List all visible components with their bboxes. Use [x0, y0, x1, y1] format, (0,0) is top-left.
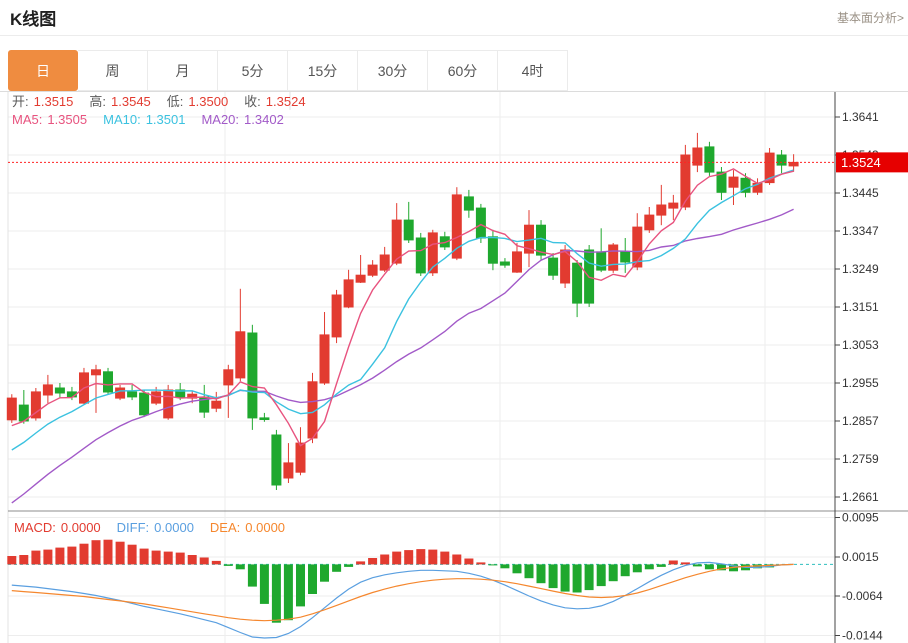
svg-text:1.2857: 1.2857	[842, 414, 879, 428]
period-tab-7[interactable]: 4时	[498, 50, 568, 91]
ma-legend: MA5: 1.3505 MA10: 1.3501 MA20: 1.3402	[12, 112, 284, 127]
macd-group	[7, 539, 794, 639]
svg-text:1.3151: 1.3151	[842, 300, 879, 314]
macd-legend: MACD: 0.0000 DIFF: 0.0000 DEA: 0.0000	[14, 520, 285, 535]
ohlc-legend: 开: 1.3515 高: 1.3545 低: 1.3500 收: 1.3524	[12, 94, 306, 109]
period-tab-2[interactable]: 月	[148, 50, 218, 91]
gridlines	[8, 92, 835, 643]
fundamental-analysis-link[interactable]: 基本面分析>	[836, 11, 904, 25]
period-tab-5[interactable]: 30分	[358, 50, 428, 91]
svg-text:1.2759: 1.2759	[842, 452, 879, 466]
svg-text:-0.0144: -0.0144	[842, 628, 883, 642]
svg-text:1.3524: 1.3524	[841, 155, 881, 170]
svg-text:-0.0064: -0.0064	[842, 589, 883, 603]
svg-text:0.0095: 0.0095	[842, 510, 879, 524]
page-header: K线图 基本面分析>	[0, 0, 908, 36]
chart-area: 1.36411.35431.34451.33471.32491.31511.30…	[0, 92, 908, 643]
svg-text:1.3641: 1.3641	[842, 110, 879, 124]
period-tab-3[interactable]: 5分	[218, 50, 288, 91]
period-tabs: 日周月 5分 15分 30分 60分 4时	[0, 50, 908, 92]
period-tab-0[interactable]: 日	[8, 50, 78, 91]
ma-lines	[11, 168, 794, 504]
period-tab-1[interactable]: 周	[78, 50, 148, 91]
period-tab-4[interactable]: 15分	[288, 50, 358, 91]
svg-text:0.0015: 0.0015	[842, 550, 879, 564]
svg-text:1.3445: 1.3445	[842, 186, 879, 200]
current-price-badge: 1.3524	[836, 152, 908, 173]
candles-group	[6, 132, 799, 490]
svg-text:1.3249: 1.3249	[842, 262, 879, 276]
page-title: K线图	[10, 10, 57, 29]
svg-text:1.3053: 1.3053	[842, 338, 879, 352]
kline-chart[interactable]: 1.36411.35431.34451.33471.32491.31511.30…	[0, 92, 908, 643]
price-axis: 1.36411.35431.34451.33471.32491.31511.30…	[834, 92, 883, 643]
period-tab-6[interactable]: 60分	[428, 50, 498, 91]
plot-frame	[7, 92, 908, 643]
svg-text:1.3347: 1.3347	[842, 224, 879, 238]
svg-text:1.2955: 1.2955	[842, 376, 879, 390]
svg-text:1.2661: 1.2661	[842, 490, 879, 504]
